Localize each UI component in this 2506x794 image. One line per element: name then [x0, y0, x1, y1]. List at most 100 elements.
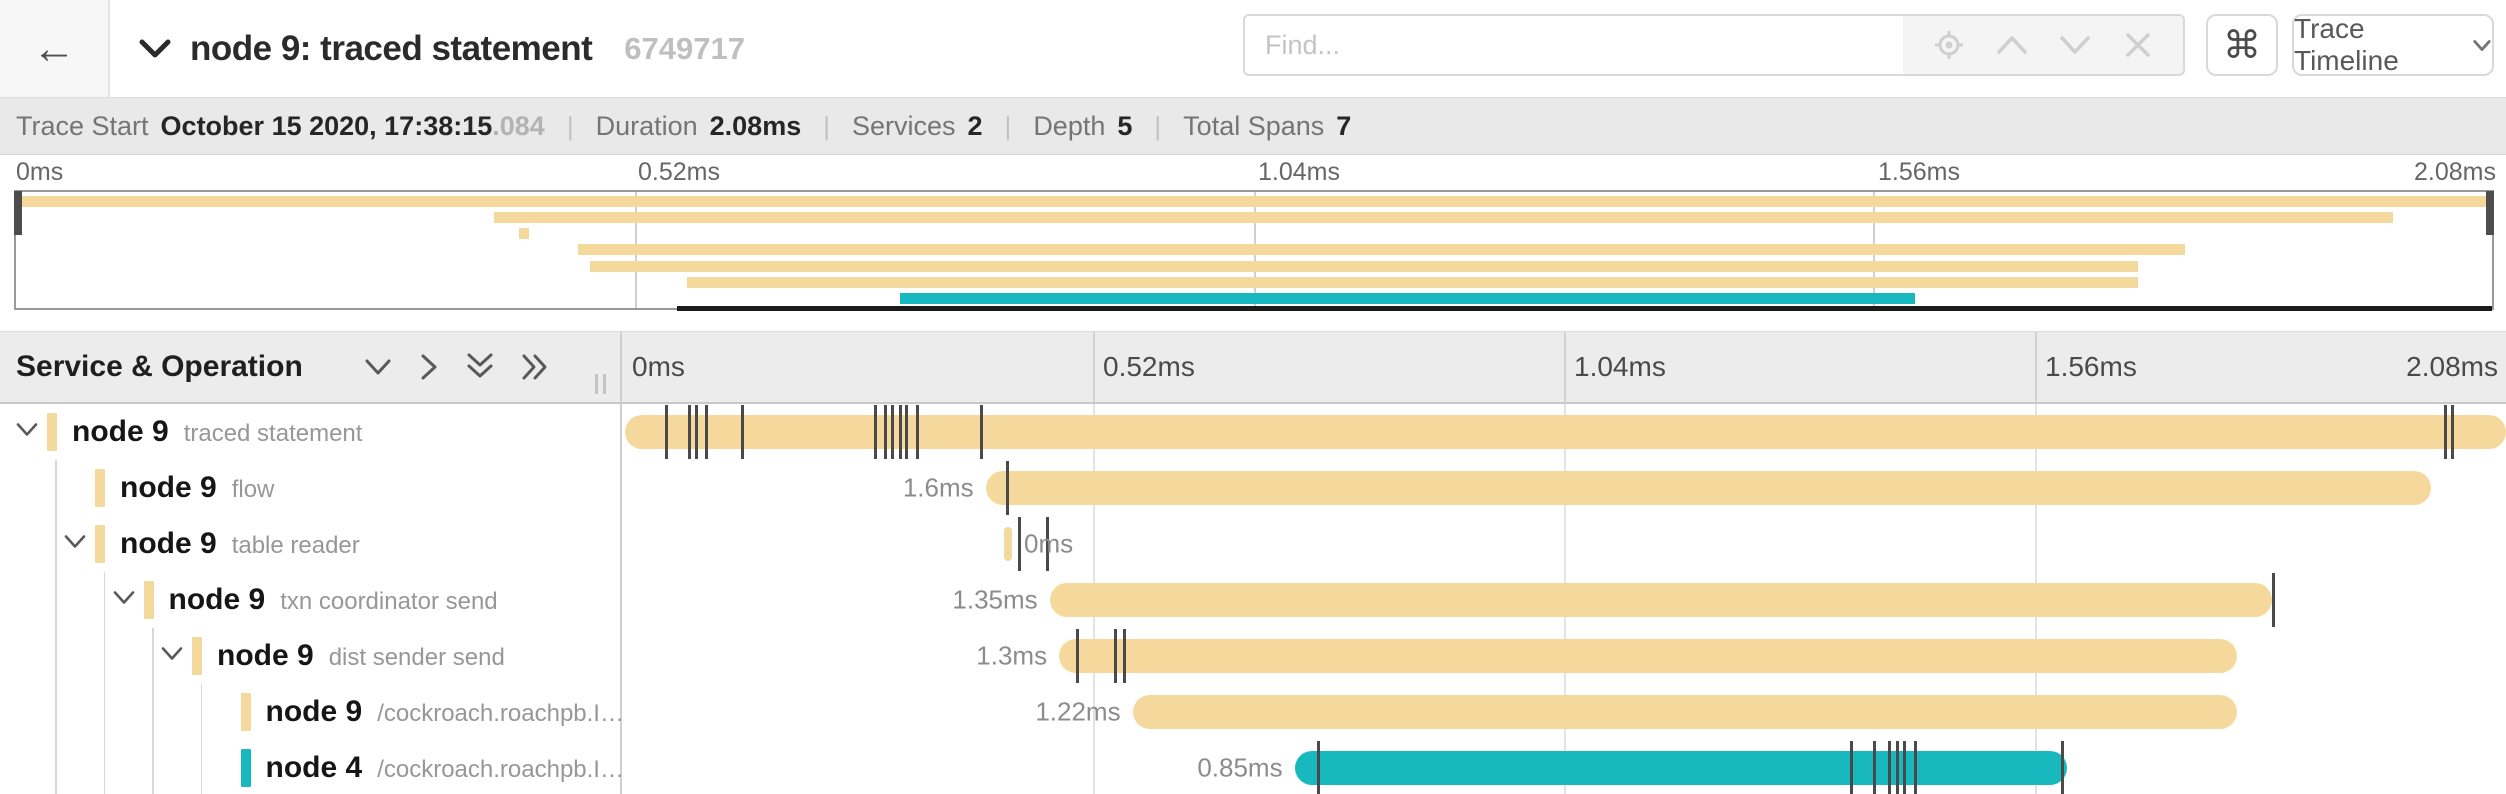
summary-value: 2	[967, 110, 983, 141]
span-rows: node 9 traced statement node 9 flow 1.6ms nod…	[0, 404, 2506, 794]
axis-tick-label: 0ms	[632, 351, 685, 382]
minimap-span-row	[16, 292, 2492, 304]
trace-title-group: node 9: traced statement 6749717	[138, 0, 745, 97]
prev-result-icon[interactable]	[1995, 28, 2029, 62]
span-log-tick	[915, 405, 919, 459]
expand-one-icon[interactable]	[419, 352, 439, 382]
back-arrow-icon: ←	[32, 23, 76, 73]
find-input[interactable]	[1243, 14, 1905, 76]
span-duration-label: 1.3ms	[976, 640, 1048, 671]
span-log-tick	[904, 405, 908, 459]
span-name-cell[interactable]: node 9 traced statement	[0, 404, 622, 460]
span-bar[interactable]	[985, 471, 2431, 505]
span-bar[interactable]	[1059, 639, 2237, 673]
trace-view-selector[interactable]: Trace Timeline	[2292, 13, 2494, 76]
collapse-all-icon[interactable]	[465, 352, 495, 382]
axis-gridline	[1564, 332, 1566, 402]
expand-chevron-icon[interactable]	[160, 646, 184, 667]
span-duration-label: 0ms	[1023, 528, 1074, 559]
tree-controls	[363, 352, 551, 382]
expand-all-icon[interactable]	[521, 352, 551, 382]
collapse-one-icon[interactable]	[363, 357, 393, 377]
minimap-left-drag-handle[interactable]	[14, 191, 22, 235]
service-color-strip	[47, 413, 57, 451]
column-resizer-grip[interactable]	[595, 374, 606, 394]
operation-name: txn coordinator send	[280, 588, 498, 615]
minimap-span-bar	[686, 276, 2138, 288]
service-name: node 9	[168, 583, 266, 616]
span-timeline-cell[interactable]: 0ms	[622, 516, 2506, 572]
minimap-span-row	[16, 228, 2492, 240]
table-row: node 9/cockroach.roachpb.I… 1.22ms	[0, 684, 2506, 740]
timeline-axis: 0ms 0.52ms 1.04ms 1.56ms 2.08ms	[622, 332, 2506, 402]
clear-search-icon[interactable]	[2121, 28, 2155, 62]
span-bar[interactable]	[1049, 583, 2273, 617]
back-button[interactable]: ←	[0, 0, 110, 97]
table-row: node 9 table reader 0ms	[0, 516, 2506, 572]
minimap-span-row	[16, 260, 2492, 272]
span-name-group: node 9 txn coordinator send	[169, 583, 498, 617]
expand-chevron-icon[interactable]	[112, 590, 136, 611]
span-duration-label: 1.35ms	[952, 584, 1038, 615]
minimap-axis: 0ms 0.52ms 1.04ms 1.56ms 2.08ms	[0, 158, 2506, 190]
span-log-tick	[1888, 741, 1892, 794]
indent-guide	[55, 684, 57, 740]
indent-guide	[103, 684, 105, 740]
indent-guide	[55, 740, 57, 794]
indent-guide	[200, 740, 202, 794]
expand-chevron-icon[interactable]	[63, 534, 87, 555]
minimap-span-bar	[493, 212, 2393, 224]
span-name-cell[interactable]: node 9 txn coordinator send	[0, 572, 622, 628]
keyboard-shortcuts-button[interactable]: ⌘	[2206, 14, 2278, 76]
span-duration-label: 1.6ms	[902, 472, 974, 503]
minimap-view-range-indicator[interactable]	[677, 306, 2492, 311]
span-name-cell[interactable]: node 9/cockroach.roachpb.I…	[0, 684, 624, 740]
span-name-cell[interactable]: node 9 dist sender send	[0, 628, 622, 684]
span-bar[interactable]	[624, 415, 2506, 449]
minimap-span-bar	[19, 196, 2492, 207]
expand-chevron-icon[interactable]	[15, 422, 39, 443]
span-name-cell[interactable]: node 9 flow	[0, 460, 622, 516]
axis-gridline	[2035, 332, 2037, 402]
span-duration-label: 1.22ms	[1035, 696, 1121, 727]
span-log-tick	[1895, 741, 1899, 794]
table-row: node 4/cockroach.roachpb.I… 0.85ms	[0, 740, 2506, 794]
span-timeline-cell[interactable]: 0.85ms	[622, 740, 2506, 794]
service-color-strip	[95, 469, 105, 507]
minimap-span-row	[16, 212, 2492, 224]
service-color-strip	[143, 581, 154, 619]
operation-name: flow	[231, 476, 275, 503]
operation-name: dist sender send	[328, 644, 505, 671]
span-log-tick	[740, 405, 744, 459]
axis-tick-label: 1.56ms	[2045, 351, 2137, 382]
locate-match-icon[interactable]	[1932, 28, 1966, 62]
span-log-tick	[874, 405, 878, 459]
span-log-tick	[665, 405, 669, 459]
minimap-span-bar	[578, 244, 2185, 256]
span-bar[interactable]	[1004, 527, 1012, 561]
span-timeline-cell[interactable]	[622, 404, 2506, 460]
span-timeline-cell[interactable]: 1.3ms	[622, 628, 2506, 684]
span-bar[interactable]	[1294, 751, 2068, 785]
indent-guide	[55, 572, 57, 628]
collapse-trace-chevron-icon[interactable]	[138, 37, 172, 61]
span-timeline-cell[interactable]: 1.6ms	[622, 460, 2506, 516]
next-result-icon[interactable]	[2058, 28, 2092, 62]
operation-name: traced statement	[183, 420, 363, 447]
span-timeline-cell[interactable]: 1.35ms	[622, 572, 2506, 628]
span-bar[interactable]	[1132, 695, 2237, 729]
summary-divider: |	[823, 110, 830, 141]
service-color-strip	[95, 525, 105, 563]
span-log-tick	[704, 405, 708, 459]
span-name-cell[interactable]: node 9 table reader	[0, 516, 622, 572]
minimap-right-drag-handle[interactable]	[2486, 191, 2494, 235]
span-name-cell[interactable]: node 4/cockroach.roachpb.I…	[0, 740, 624, 794]
minimap-span-rows	[16, 194, 2492, 306]
span-timeline-cell[interactable]: 1.22ms	[622, 684, 2506, 740]
span-log-tick	[1017, 517, 1021, 571]
minimap-canvas[interactable]	[14, 190, 2494, 311]
axis-tick-label: 0.52ms	[1103, 351, 1195, 382]
service-name: node 9	[217, 639, 314, 672]
minimap-span-row	[16, 276, 2492, 288]
summary-divider: |	[1004, 110, 1012, 141]
